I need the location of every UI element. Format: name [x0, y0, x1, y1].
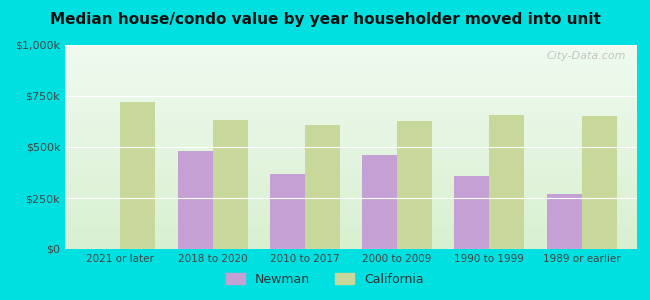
Text: City-Data.com: City-Data.com	[546, 51, 625, 61]
Bar	[270, 173, 305, 249]
Bar	[362, 155, 397, 249]
Bar	[547, 194, 582, 249]
Bar	[397, 122, 432, 249]
Bar	[120, 102, 155, 249]
Bar	[305, 124, 340, 249]
Text: Median house/condo value by year householder moved into unit: Median house/condo value by year househo…	[49, 12, 601, 27]
Legend: Newman, California: Newman, California	[222, 268, 428, 291]
Bar	[489, 116, 525, 249]
Bar	[213, 121, 248, 249]
Bar	[177, 151, 213, 249]
Bar	[582, 116, 617, 249]
Bar	[454, 176, 489, 249]
